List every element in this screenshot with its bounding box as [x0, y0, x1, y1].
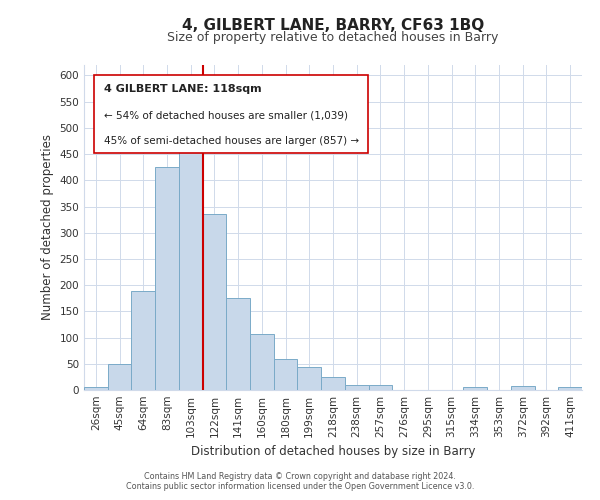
Text: Contains HM Land Registry data © Crown copyright and database right 2024.: Contains HM Land Registry data © Crown c… — [144, 472, 456, 481]
Bar — [179, 141, 203, 390]
Y-axis label: Number of detached properties: Number of detached properties — [41, 134, 54, 320]
Bar — [226, 298, 250, 390]
Bar — [84, 388, 108, 390]
Bar — [274, 358, 298, 390]
FancyBboxPatch shape — [94, 74, 368, 153]
Bar — [558, 388, 582, 390]
Bar — [203, 214, 226, 390]
X-axis label: Distribution of detached houses by size in Barry: Distribution of detached houses by size … — [191, 446, 475, 458]
Text: ← 54% of detached houses are smaller (1,039): ← 54% of detached houses are smaller (1,… — [104, 110, 348, 120]
Text: 45% of semi-detached houses are larger (857) →: 45% of semi-detached houses are larger (… — [104, 136, 359, 146]
Bar — [345, 385, 368, 390]
Bar — [511, 386, 535, 390]
Bar — [298, 367, 321, 390]
Bar — [108, 364, 131, 390]
Bar — [250, 334, 274, 390]
Bar — [321, 377, 345, 390]
Text: Contains public sector information licensed under the Open Government Licence v3: Contains public sector information licen… — [126, 482, 474, 491]
Text: Size of property relative to detached houses in Barry: Size of property relative to detached ho… — [167, 31, 499, 44]
Bar — [463, 388, 487, 390]
Text: 4 GILBERT LANE: 118sqm: 4 GILBERT LANE: 118sqm — [104, 84, 262, 94]
Bar — [155, 167, 179, 390]
Bar — [131, 292, 155, 390]
Text: 4, GILBERT LANE, BARRY, CF63 1BQ: 4, GILBERT LANE, BARRY, CF63 1BQ — [182, 18, 484, 32]
Bar — [368, 385, 392, 390]
